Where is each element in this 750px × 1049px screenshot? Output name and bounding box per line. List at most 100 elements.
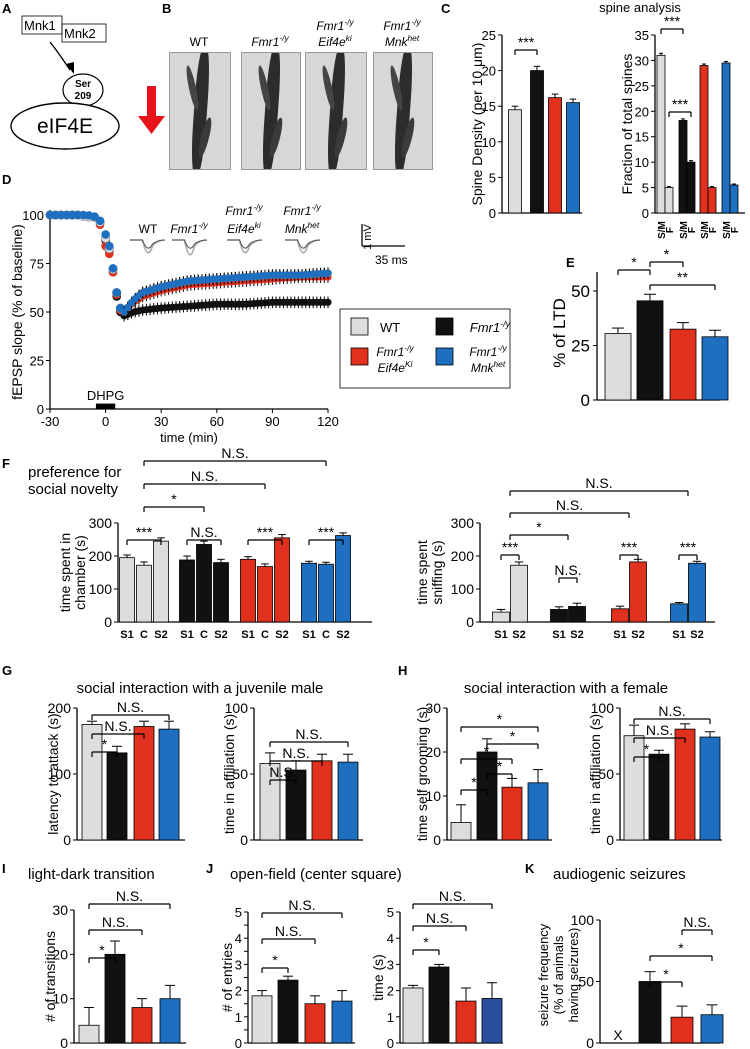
I-y-tick-label: 30 [52, 902, 68, 918]
trace-label-ko: Fmr1-/y [170, 220, 208, 236]
J2-sig-a-label: * [423, 934, 429, 950]
J-title: open-field (center square) [230, 866, 402, 883]
epsp-trace-post [172, 239, 208, 249]
F2-x-tick-label: S2 [631, 629, 644, 641]
F1-sig-wt-ko-label: * [171, 491, 177, 507]
F1-x-tick-label: S1 [302, 629, 315, 641]
F1-x-tick-label: C [140, 629, 148, 641]
G1-bar [158, 728, 180, 841]
C2-x-tick-label: S/M [679, 221, 690, 239]
C2-bar [664, 187, 674, 214]
C2-bar [678, 120, 688, 214]
H1-sig-b-label: * [497, 758, 503, 774]
D-mnk-point [324, 269, 332, 277]
F2-bar [510, 564, 528, 623]
C2-bar [721, 62, 731, 214]
C2-x-tick-label: F [665, 227, 676, 233]
C1-bar [548, 97, 562, 214]
C2-x-tick-label: F [687, 227, 698, 233]
F1-x-tick-label: S2 [336, 629, 349, 641]
J1-bar [251, 995, 273, 1044]
K-y-tick-label: 100 [571, 912, 595, 928]
G2-y-tick-label: 50 [232, 766, 248, 782]
D-mnk-point [105, 241, 114, 251]
mnk2-box [61, 23, 107, 43]
G1-bar [133, 726, 155, 841]
G1-y-axis-label: latency to attack (s) [45, 713, 61, 834]
scale-ms-label: 35 ms [375, 253, 408, 267]
C2-x-tick-label: F [730, 227, 741, 233]
H1-y-tick-label: 30 [425, 700, 441, 716]
K-y-axis-label: seizure frequency [536, 923, 551, 1026]
F1-bar [136, 564, 152, 623]
J1-y-tick-label: 1 [235, 1010, 242, 1025]
H2-bar [699, 736, 721, 841]
J2-y-tick-label: 2 [387, 984, 394, 999]
G1-y-tick-label: 200 [48, 700, 72, 716]
ser-label: Ser [75, 79, 91, 90]
ser-number: 209 [75, 91, 92, 102]
E-significance-c-label: ** [677, 269, 688, 285]
C2-bar [656, 54, 666, 214]
D-x-tick-label: 120 [317, 414, 339, 429]
I-y-axis-label: # of transitions [42, 931, 58, 1022]
F2-x-tick-label: S2 [690, 629, 703, 641]
D-y-tick-label: 100 [22, 208, 44, 223]
H-title: social interaction with a female [464, 680, 668, 697]
F1-bar [274, 537, 290, 623]
C2-bar [707, 187, 717, 214]
H1-sig-a-label: * [471, 774, 477, 790]
F1-y-tick-label: 200 [89, 548, 113, 564]
G2-sig-a-label: N.S. [269, 764, 296, 780]
J1-sig-c-label: N.S. [288, 897, 315, 913]
micrograph-label: Fmr1-/y [383, 17, 421, 33]
C1-y-tick-label: 25 [482, 28, 496, 43]
F1-sig-wt-mnk-label: N.S. [221, 445, 248, 461]
H2-y-tick-label: 100 [591, 700, 615, 716]
F1-sig-ko-label: N.S. [190, 524, 217, 540]
K-bar [670, 1016, 694, 1044]
D-legend-swatch [350, 347, 369, 366]
D-mnk-point [112, 288, 122, 297]
D-legend-wt: WT [380, 320, 400, 335]
C2-y-tick-label: 5 [642, 181, 649, 196]
F2-bar [492, 611, 510, 623]
spine-micrograph [305, 52, 367, 170]
trace-label-wt: WT [139, 222, 158, 236]
H2-sig-a-label: * [644, 741, 650, 757]
D-legend-box [339, 308, 511, 389]
mnk1-label: Mnk1 [24, 18, 56, 33]
I-y-tick-label: 10 [52, 991, 68, 1007]
G1-sig-c-label: N.S. [117, 699, 144, 715]
E-y-tick-label: 25 [571, 337, 590, 356]
H1-bar [501, 786, 523, 841]
J1-y-tick-label: 5 [235, 905, 242, 920]
H2-y-tick-label: 50 [598, 766, 614, 782]
J1-y-tick-label: 0 [235, 1036, 242, 1049]
F1-sig-mnk-label: *** [318, 524, 335, 540]
C2-y-tick-label: 35 [635, 28, 649, 43]
F1-y-axis-label: time spent in [57, 533, 73, 612]
D-x-tick-label: 60 [210, 414, 224, 429]
C1-bar [566, 102, 580, 214]
F1-bar [257, 566, 273, 623]
K-sig-b-label: * [678, 940, 684, 956]
J2-bar [481, 998, 503, 1044]
trace-label-eif4e: Fmr1-/y [225, 202, 263, 218]
D-x-tick-label: 30 [154, 414, 168, 429]
F2-sig-wt-mnk-label: N.S. [585, 475, 612, 491]
F2-x-tick-label: S1 [552, 629, 565, 641]
trace-label-mnk: Fmr1-/y [283, 202, 321, 218]
panel-letter-G: G [2, 663, 12, 678]
I-y-tick-label: 0 [60, 1035, 68, 1049]
H2-bar [648, 753, 670, 841]
C2-significance-b-label: *** [672, 96, 689, 112]
F1-bar [240, 558, 256, 623]
H2-sig-b-label: N.S. [646, 722, 673, 738]
H1-y-axis-label: time self grooming (s) [414, 707, 430, 842]
F1-x-tick-label: S2 [275, 629, 288, 641]
H1-sig-e-label: * [497, 711, 503, 727]
F2-bar [611, 608, 629, 623]
F1-bar [213, 562, 229, 623]
F1-x-tick-label: C [261, 629, 269, 641]
